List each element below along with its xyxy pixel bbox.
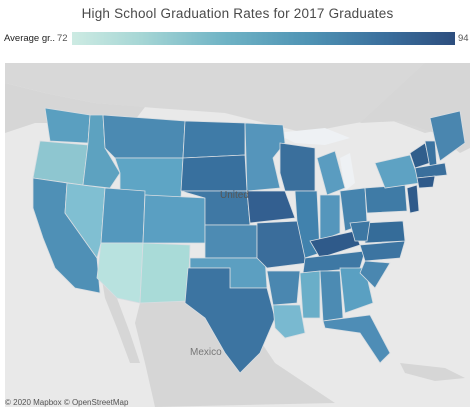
state-massachusetts[interactable]: [414, 162, 448, 179]
legend-label: Average gr..: [4, 33, 56, 44]
map-title: High School Graduation Rates for 2017 Gr…: [81, 6, 394, 21]
state-connecticut[interactable]: [416, 175, 436, 189]
state-arizona[interactable]: [96, 242, 144, 304]
choropleth-map[interactable]: United Mexico: [5, 63, 470, 407]
country-label-us: United: [220, 190, 249, 201]
legend-gradient-bar[interactable]: [72, 32, 455, 45]
state-indiana[interactable]: [319, 194, 341, 242]
state-mississippi[interactable]: [299, 270, 321, 319]
state-montana[interactable]: [102, 114, 186, 159]
state-new-mexico[interactable]: [139, 242, 191, 304]
lake-michigan: [340, 153, 355, 191]
state-iowa[interactable]: [246, 190, 296, 224]
state-pennsylvania[interactable]: [364, 184, 408, 214]
state-oregon[interactable]: [32, 140, 89, 186]
state-utah[interactable]: [100, 187, 146, 244]
lake-superior: [275, 128, 350, 145]
state-west-virginia[interactable]: [349, 220, 371, 242]
state-wisconsin[interactable]: [279, 142, 316, 192]
state-louisiana[interactable]: [272, 304, 306, 339]
map-attribution: © 2020 Mapbox © OpenStreetMap: [5, 398, 129, 407]
state-georgia[interactable]: [339, 267, 374, 314]
country-label-mexico: Mexico: [190, 347, 222, 358]
state-minnesota[interactable]: [244, 122, 286, 192]
state-maine[interactable]: [429, 110, 466, 162]
color-legend[interactable]: Average gr.. 72 94: [0, 30, 475, 48]
state-north-dakota[interactable]: [182, 120, 246, 159]
state-michigan[interactable]: [316, 150, 346, 196]
state-colorado[interactable]: [142, 194, 206, 244]
state-virginia[interactable]: [364, 220, 406, 244]
state-texas[interactable]: [184, 267, 276, 374]
baja-landmass: [100, 268, 140, 363]
state-alabama[interactable]: [319, 270, 344, 322]
canada-landmass: [5, 63, 470, 133]
state-florida[interactable]: [322, 314, 391, 364]
cuba-landmass: [400, 363, 465, 381]
legend-max-value: 94: [458, 33, 469, 44]
state-south-carolina[interactable]: [359, 260, 391, 289]
state-south-dakota[interactable]: [180, 154, 248, 192]
state-new-jersey[interactable]: [406, 184, 420, 214]
state-arkansas[interactable]: [266, 270, 301, 306]
state-kansas[interactable]: [204, 224, 258, 259]
map-canvas[interactable]: United Mexico: [5, 63, 470, 407]
state-north-carolina[interactable]: [359, 240, 406, 262]
state-nevada[interactable]: [64, 182, 106, 259]
state-missouri[interactable]: [256, 220, 308, 269]
legend-min-value: 72: [57, 33, 68, 44]
